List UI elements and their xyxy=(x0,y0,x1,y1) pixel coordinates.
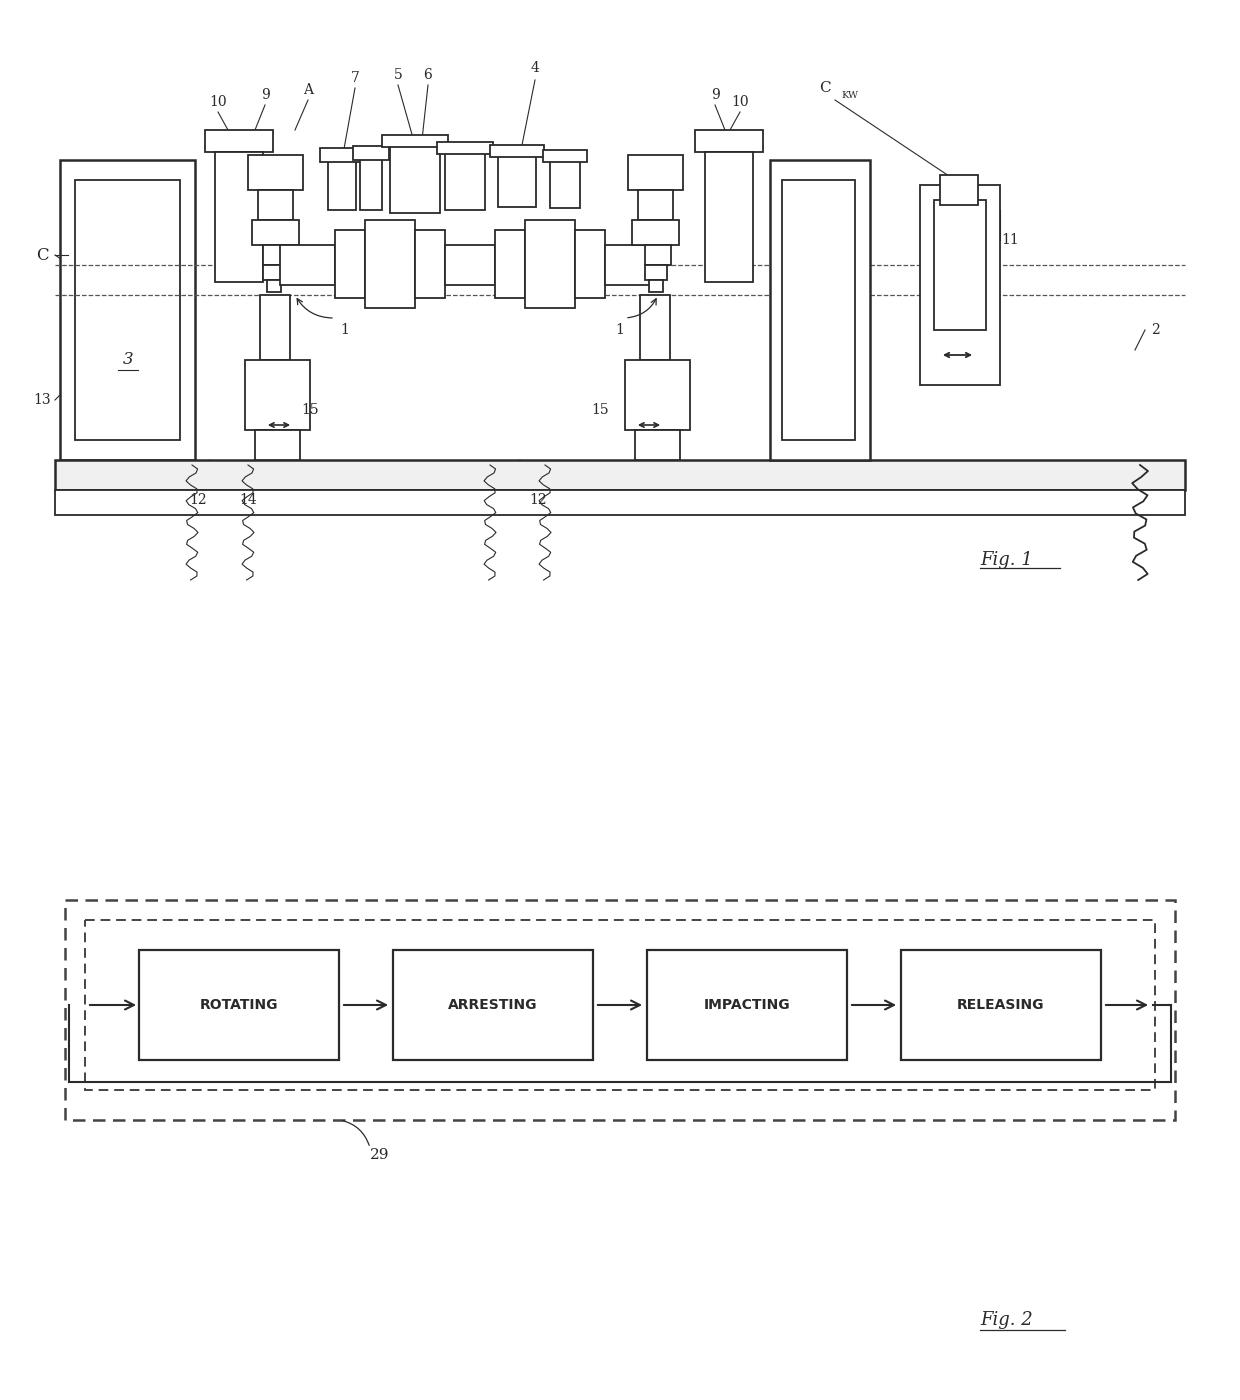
Text: ROTATING: ROTATING xyxy=(200,998,278,1012)
Bar xyxy=(436,141,494,154)
Text: Fig. 1: Fig. 1 xyxy=(980,552,1033,568)
Text: 5: 5 xyxy=(393,69,402,83)
Text: 7: 7 xyxy=(351,71,360,85)
Bar xyxy=(934,200,986,330)
Bar xyxy=(498,155,536,207)
Bar xyxy=(901,951,1101,1060)
Text: ARRESTING: ARRESTING xyxy=(448,998,538,1012)
Bar xyxy=(263,265,285,280)
Bar xyxy=(86,920,1154,1091)
Text: 9: 9 xyxy=(260,88,269,102)
Text: Fig. 2: Fig. 2 xyxy=(980,1310,1033,1329)
Bar xyxy=(260,295,290,360)
Bar xyxy=(782,181,856,440)
Text: 15: 15 xyxy=(591,403,609,417)
Bar xyxy=(215,153,263,281)
Bar xyxy=(248,155,303,190)
Text: 14: 14 xyxy=(239,493,257,507)
Text: KW: KW xyxy=(842,91,858,101)
Text: 1: 1 xyxy=(341,323,350,337)
Bar xyxy=(391,146,440,213)
Bar xyxy=(353,146,389,160)
Text: 1: 1 xyxy=(615,323,625,337)
Text: RELEASING: RELEASING xyxy=(957,998,1045,1012)
Bar xyxy=(252,220,299,245)
Bar xyxy=(490,146,544,157)
Bar xyxy=(605,245,660,286)
Bar xyxy=(551,160,580,209)
Text: A: A xyxy=(303,83,312,97)
Bar xyxy=(246,360,310,430)
Text: 12: 12 xyxy=(190,493,207,507)
Bar xyxy=(543,150,587,162)
Text: 10: 10 xyxy=(732,95,749,109)
Bar xyxy=(393,951,593,1060)
Bar xyxy=(55,461,1185,490)
Bar xyxy=(205,130,273,153)
Text: C: C xyxy=(36,246,48,263)
Text: 4: 4 xyxy=(531,62,539,76)
Text: 10: 10 xyxy=(210,95,227,109)
Bar xyxy=(365,220,415,308)
Text: C: C xyxy=(820,81,831,95)
Bar xyxy=(770,160,870,461)
Bar xyxy=(625,360,689,430)
Text: 12: 12 xyxy=(529,493,547,507)
Bar xyxy=(694,130,763,153)
Bar xyxy=(139,951,339,1060)
Bar xyxy=(495,230,525,298)
Text: 6: 6 xyxy=(424,69,433,83)
Text: 3: 3 xyxy=(123,351,134,368)
Bar xyxy=(649,280,663,293)
Bar xyxy=(640,295,670,360)
Bar xyxy=(382,134,448,147)
Bar xyxy=(920,185,999,385)
Text: 29: 29 xyxy=(371,1148,389,1162)
Bar xyxy=(445,245,495,286)
Bar xyxy=(74,181,180,440)
Bar xyxy=(575,230,605,298)
Bar xyxy=(320,148,365,162)
Text: 15: 15 xyxy=(301,403,319,417)
Text: 13: 13 xyxy=(33,393,51,407)
Bar xyxy=(267,280,281,293)
Bar xyxy=(632,220,680,245)
Bar xyxy=(645,265,667,280)
Bar xyxy=(525,220,575,308)
Bar xyxy=(940,175,978,204)
Bar xyxy=(635,430,680,461)
Bar xyxy=(445,153,485,210)
Bar xyxy=(55,490,1185,515)
Bar xyxy=(627,155,683,190)
Bar xyxy=(647,951,847,1060)
Text: 11: 11 xyxy=(1001,232,1019,246)
Bar xyxy=(706,153,753,281)
Bar xyxy=(335,230,365,298)
Bar xyxy=(329,160,356,210)
Text: 9: 9 xyxy=(711,88,719,102)
Text: IMPACTING: IMPACTING xyxy=(703,998,790,1012)
Bar xyxy=(64,900,1176,1120)
Text: 2: 2 xyxy=(1151,323,1159,337)
Bar xyxy=(60,160,195,461)
Bar xyxy=(360,158,382,210)
Bar xyxy=(255,430,300,461)
Bar xyxy=(415,230,445,298)
Bar xyxy=(645,245,671,265)
Bar xyxy=(263,245,289,265)
Bar xyxy=(639,190,673,220)
Bar xyxy=(258,190,293,220)
Bar xyxy=(280,245,335,286)
